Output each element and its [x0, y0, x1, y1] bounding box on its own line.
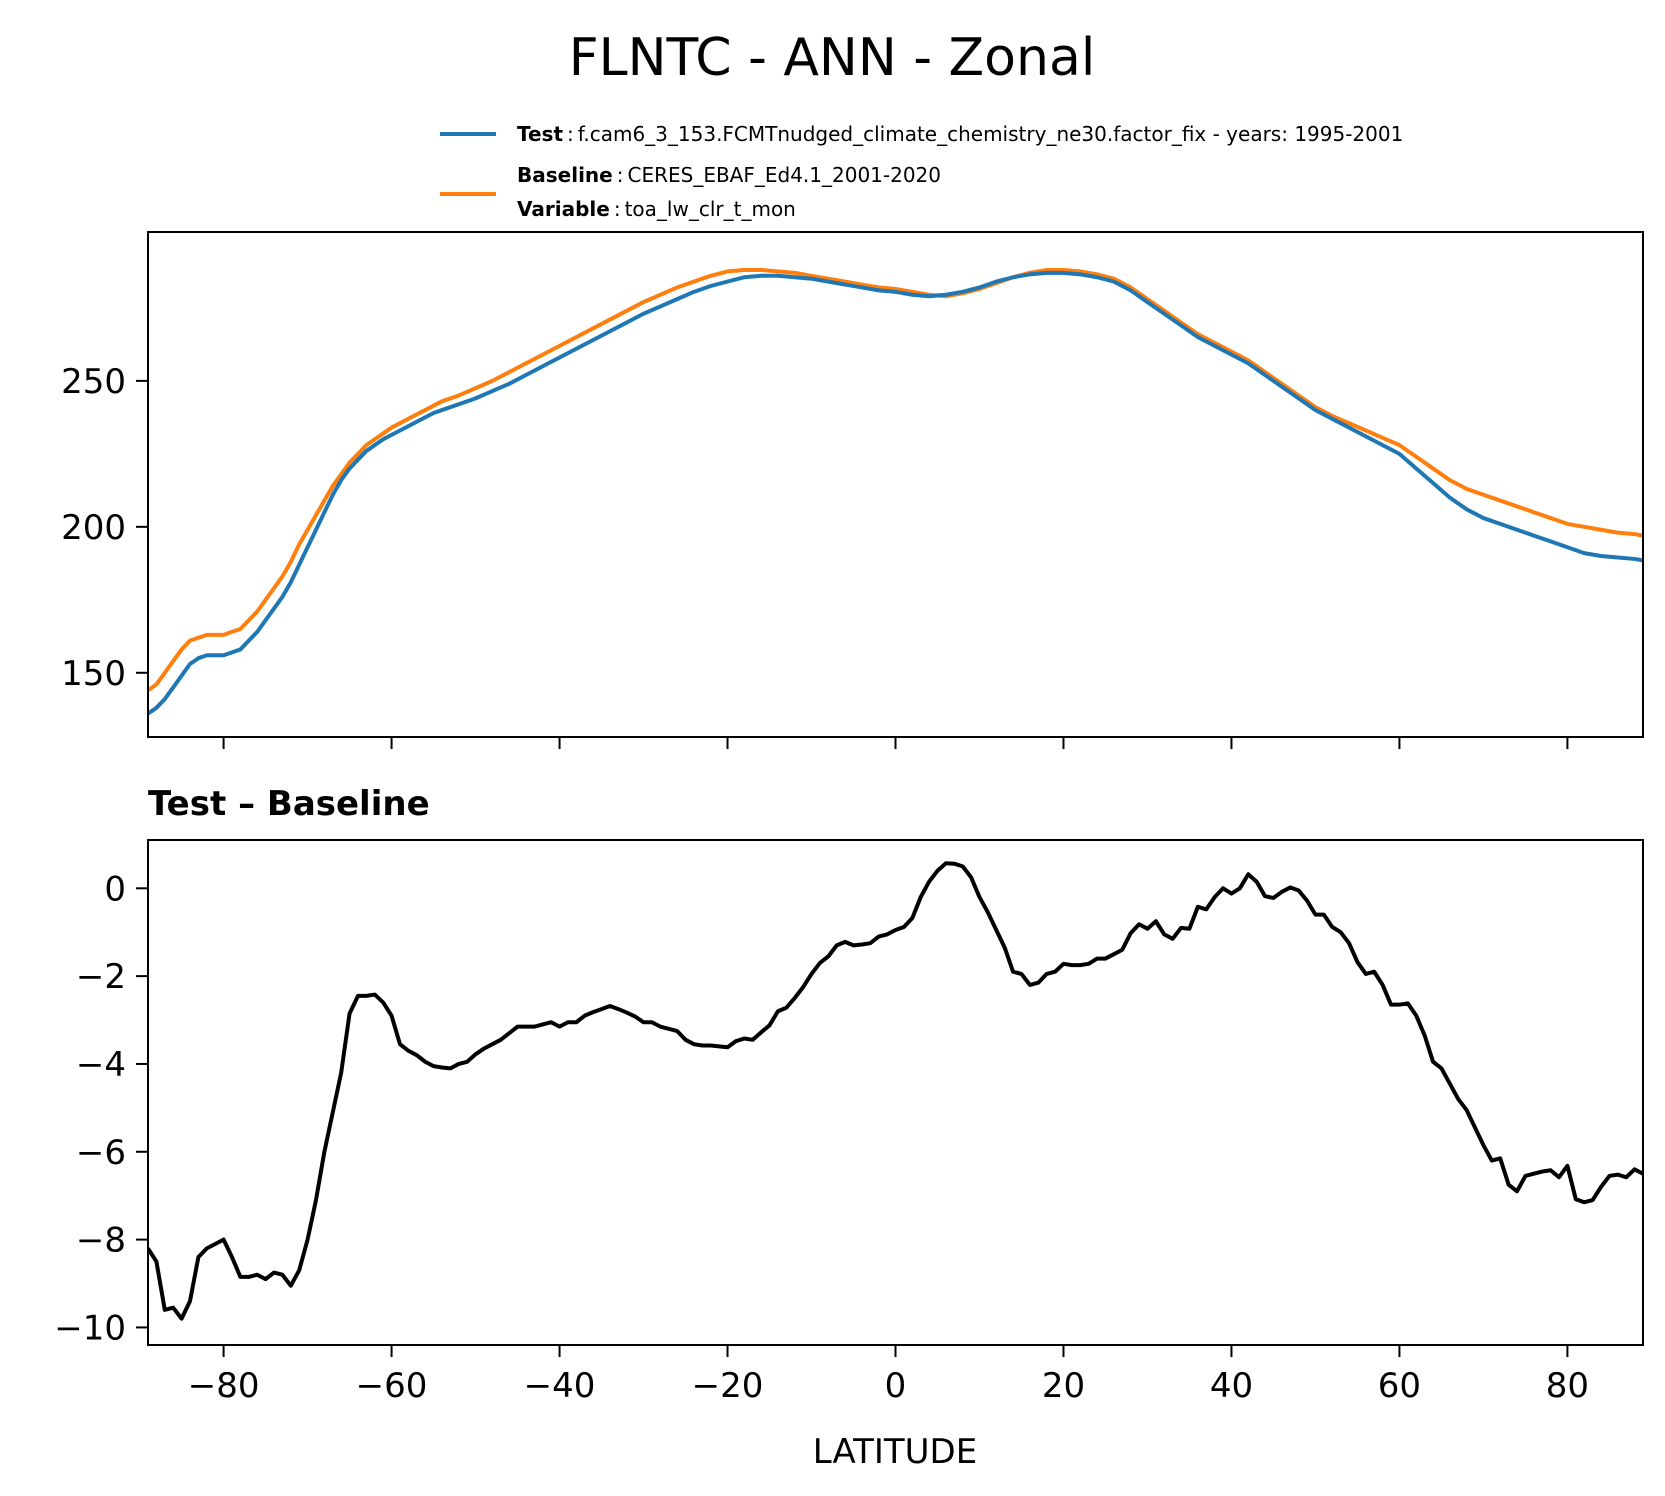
top-panel: 150 200 250	[61, 231, 1644, 749]
legend-baseline-key: Baseline	[517, 163, 613, 187]
legend-variable-key: Variable	[517, 197, 610, 221]
figure-title: FLNTC - ANN - Zonal	[569, 28, 1096, 88]
bottom-y-tick-label: −10	[54, 1308, 126, 1348]
legend-test-entry: Test: f.cam6_3_153.FCMTnudged_climate_che…	[517, 122, 1403, 146]
legend-baseline-text: CERES_EBAF_Ed4.1_2001-2020	[627, 163, 941, 187]
x-axis-label: LATITUDE	[813, 1432, 977, 1472]
top-y-tick-label: 200	[61, 508, 126, 548]
top-y-tick-label: 250	[61, 362, 126, 402]
bottom-x-tick-label: −80	[188, 1366, 260, 1406]
bottom-panel: Test – Baseline LATITUDE −80 −60 −40 −20 0 20…	[54, 784, 1644, 1472]
bottom-x-tick-label: −60	[356, 1366, 428, 1406]
bottom-y-tick-label: −4	[76, 1045, 126, 1085]
legend-test-key: Test	[517, 122, 563, 146]
bottom-x-tick-label: 80	[1546, 1366, 1589, 1406]
bottom-x-tick-label: 40	[1210, 1366, 1253, 1406]
top-series-baseline-line	[148, 267, 1643, 692]
bottom-y-tick-label: 0	[104, 869, 126, 909]
bottom-x-tick-label: 20	[1042, 1366, 1085, 1406]
bottom-x-tick-label: −40	[524, 1366, 596, 1406]
bottom-panel-title: Test – Baseline	[148, 784, 430, 824]
top-y-tick-label: 150	[61, 654, 126, 694]
legend: Test: f.cam6_3_153.FCMTnudged_climate_che…	[440, 122, 1403, 221]
bottom-x-tick-label: 60	[1378, 1366, 1421, 1406]
legend-test-text: f.cam6_3_153.FCMTnudged_climate_chemistr…	[578, 122, 1404, 146]
top-series-test-line	[148, 270, 1643, 716]
bottom-y-tick-label: −8	[76, 1221, 126, 1261]
legend-baseline-entry: Baseline: CERES_EBAF_Ed4.1_2001-2020	[517, 163, 941, 187]
bottom-y-tick-label: −2	[76, 957, 126, 997]
bottom-panel-frame	[147, 839, 1644, 1346]
top-panel-frame	[147, 231, 1644, 738]
bottom-y-tick-label: −6	[76, 1133, 126, 1173]
bottom-x-tick-label: −20	[692, 1366, 764, 1406]
legend-variable-entry: Variable: toa_lw_clr_t_mon	[517, 197, 796, 221]
bottom-series-difference-line	[148, 861, 1643, 1321]
bottom-x-tick-label: 0	[885, 1366, 907, 1406]
legend-variable-text: toa_lw_clr_t_mon	[625, 197, 796, 221]
